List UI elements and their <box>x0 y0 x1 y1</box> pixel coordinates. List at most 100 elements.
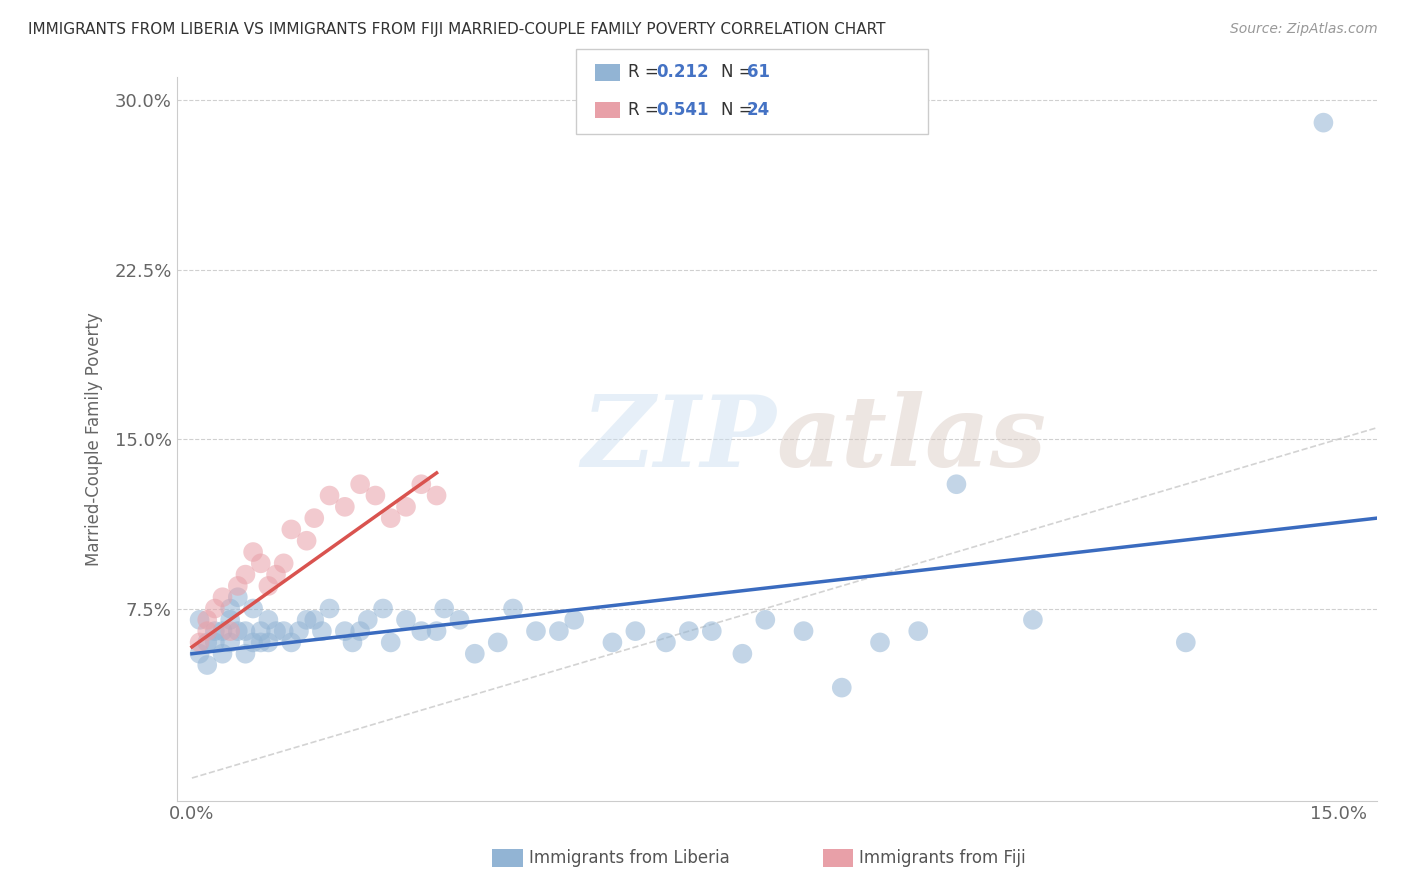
Point <box>273 624 295 639</box>
Point <box>364 489 387 503</box>
Point <box>226 624 249 639</box>
Text: 61: 61 <box>747 63 769 81</box>
Point <box>242 545 264 559</box>
Text: IMMIGRANTS FROM LIBERIA VS IMMIGRANTS FROM FIJI MARRIED-COUPLE FAMILY POVERTY CO: IMMIGRANTS FROM LIBERIA VS IMMIGRANTS FR… <box>28 22 886 37</box>
Point <box>411 477 433 491</box>
Point <box>211 624 233 639</box>
Point <box>907 624 929 639</box>
Text: 0.212: 0.212 <box>657 63 709 81</box>
Point <box>295 613 318 627</box>
Point <box>226 579 249 593</box>
Point <box>349 624 371 639</box>
Point <box>257 613 280 627</box>
Text: ZIP: ZIP <box>582 391 776 487</box>
Point <box>288 624 311 639</box>
Text: 24: 24 <box>747 102 770 120</box>
Point <box>295 533 318 548</box>
Point <box>793 624 815 639</box>
Point <box>257 635 280 649</box>
Point <box>188 647 211 661</box>
Point <box>211 647 233 661</box>
Point <box>1022 613 1045 627</box>
Point <box>195 658 218 673</box>
Point <box>602 635 624 649</box>
Point <box>395 500 418 514</box>
Text: R =: R = <box>628 63 665 81</box>
Point <box>731 647 754 661</box>
Point <box>235 647 257 661</box>
Point <box>311 624 333 639</box>
Point <box>195 613 218 627</box>
Point <box>486 635 509 649</box>
Text: N =: N = <box>721 63 758 81</box>
Point <box>188 613 211 627</box>
Point <box>249 624 271 639</box>
Point <box>273 557 295 571</box>
Text: Source: ZipAtlas.com: Source: ZipAtlas.com <box>1230 22 1378 37</box>
Point <box>195 624 218 639</box>
Point <box>235 567 257 582</box>
Text: R =: R = <box>628 102 665 120</box>
Point <box>242 601 264 615</box>
Point <box>204 635 226 649</box>
Point <box>242 635 264 649</box>
Point <box>395 613 418 627</box>
Point <box>502 601 524 615</box>
Point <box>1174 635 1197 649</box>
Point <box>195 635 218 649</box>
Point <box>380 511 402 525</box>
Point <box>304 613 326 627</box>
Point <box>349 477 371 491</box>
Point <box>204 624 226 639</box>
Point <box>449 613 471 627</box>
Point <box>318 489 340 503</box>
Point <box>211 591 233 605</box>
Point <box>411 624 433 639</box>
Point <box>235 624 257 639</box>
Point <box>219 601 242 615</box>
Point <box>754 613 776 627</box>
Point <box>342 635 364 649</box>
Point <box>219 635 242 649</box>
Point <box>548 624 571 639</box>
Point <box>464 647 486 661</box>
Point <box>249 557 271 571</box>
Point <box>257 579 280 593</box>
Point <box>426 489 449 503</box>
Point <box>380 635 402 649</box>
Point <box>655 635 678 649</box>
Point <box>945 477 967 491</box>
Text: N =: N = <box>721 102 758 120</box>
Point <box>678 624 700 639</box>
Point <box>333 500 356 514</box>
Point <box>371 601 394 615</box>
Point <box>831 681 853 695</box>
Point <box>219 624 242 639</box>
Point <box>700 624 723 639</box>
Point <box>869 635 891 649</box>
Point <box>226 591 249 605</box>
Point <box>219 613 242 627</box>
Text: 0.541: 0.541 <box>657 102 709 120</box>
Point <box>280 635 302 649</box>
Point <box>204 601 226 615</box>
Text: atlas: atlas <box>776 391 1047 487</box>
Point <box>264 567 287 582</box>
Point <box>264 624 287 639</box>
Point <box>524 624 547 639</box>
Point <box>426 624 449 639</box>
Point <box>318 601 340 615</box>
Point <box>333 624 356 639</box>
Point <box>562 613 585 627</box>
Point <box>1312 115 1334 129</box>
Y-axis label: Married-Couple Family Poverty: Married-Couple Family Poverty <box>86 312 103 566</box>
Point <box>249 635 271 649</box>
Text: Immigrants from Fiji: Immigrants from Fiji <box>859 849 1026 867</box>
Point <box>304 511 326 525</box>
Point <box>280 523 302 537</box>
Point <box>433 601 456 615</box>
Point <box>188 635 211 649</box>
Text: Immigrants from Liberia: Immigrants from Liberia <box>529 849 730 867</box>
Point <box>624 624 647 639</box>
Point <box>357 613 380 627</box>
